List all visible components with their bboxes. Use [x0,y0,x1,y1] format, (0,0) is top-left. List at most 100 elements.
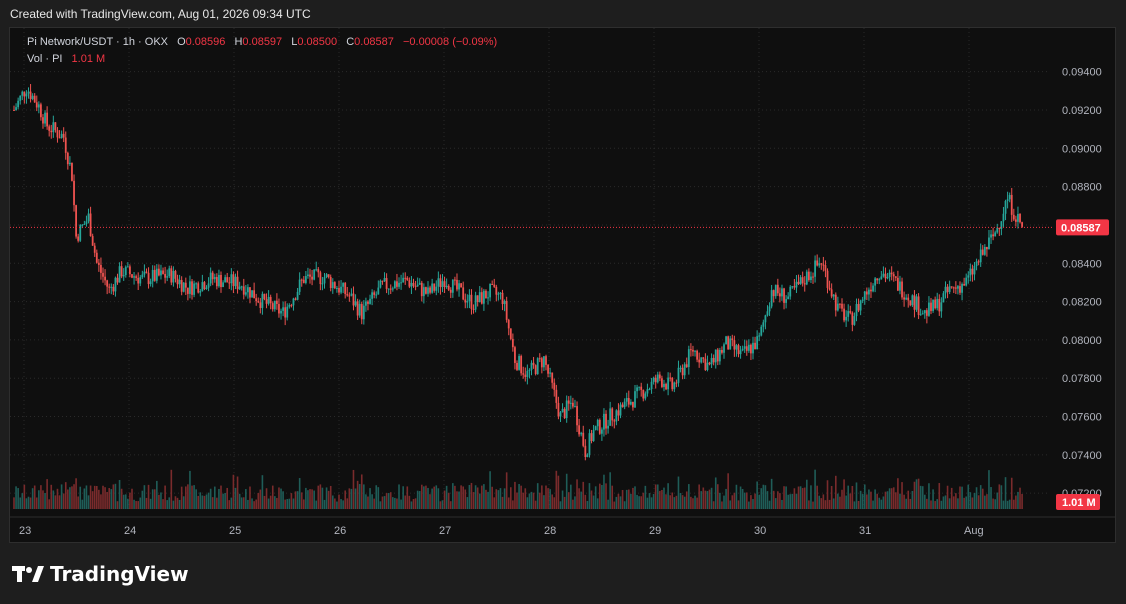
candle-body [880,276,883,280]
candle-body [503,300,506,305]
x-tick-label: 24 [124,525,136,537]
volume-bar [832,498,835,509]
volume-bar [493,497,496,509]
candle-body [702,357,705,359]
volume-bar [868,489,870,509]
candle-body [460,283,463,288]
volume-bar [528,493,531,509]
volume-bar [741,488,744,509]
x-tick-label: 23 [19,525,31,537]
candle-body [1006,199,1009,202]
candle-body [770,290,773,307]
volume-bar [452,483,454,509]
candle-body [189,281,191,294]
candle-body [899,281,901,291]
candle-body [377,287,380,295]
volume-bar [288,498,291,509]
volume-bar [698,484,700,509]
candle-body [211,272,214,280]
candle-body [992,234,995,237]
volume-bar [261,475,264,509]
candle-body [275,300,278,304]
candle-body [400,282,402,284]
candle-body [292,298,295,306]
candle-body [66,152,69,165]
candle-body [832,294,835,297]
candle-body [71,162,73,181]
volume-bar [727,473,729,509]
candle-body [333,282,336,289]
candle-body [1004,201,1007,214]
volume-bar [205,494,208,509]
candle-body [13,109,15,111]
volume-bar [1019,487,1021,509]
volume-bar [311,489,313,509]
volume-bar [218,488,220,509]
volume-bar [975,487,978,509]
volume-bar [841,489,843,509]
volume-bar [323,499,326,509]
candle-body [509,328,512,339]
volume-bar [497,490,500,509]
chart-panel[interactable]: 0.094000.092000.090000.088000.086000.084… [9,27,1116,543]
candle-body [990,234,992,238]
volume-bar [559,501,562,509]
candle-body [578,425,581,435]
volume-bar [683,496,686,509]
volume-bar [806,479,808,509]
candle-body [857,303,860,311]
candle-body [946,286,949,293]
candle-body [613,420,616,422]
candle-body [760,326,763,336]
candle-body [311,276,313,280]
candle-body [197,283,200,293]
volume-bar [1000,485,1003,509]
volume-bar [607,499,609,509]
candle-body [493,284,496,287]
candle-body [911,295,914,306]
candle-body [851,312,854,325]
volume-bar [485,489,487,509]
volume-bar [905,498,907,509]
volume-bar [623,501,626,509]
volume-bar [907,490,910,509]
tradingview-logo-icon [12,566,44,582]
candle-body [834,294,837,311]
volume-bar [91,491,94,509]
volume-bar [213,486,216,509]
candle-body [170,268,173,283]
volume-bar [973,492,976,509]
candle-body [952,287,955,289]
candle-body [685,364,688,368]
volume-bar [309,489,311,509]
candle-body [629,401,632,405]
candle-body [648,389,651,391]
volume-bar [785,486,787,509]
last-volume-tag [1056,494,1100,510]
volume-bar [340,499,342,509]
candle-body [758,335,761,337]
candle-body [95,252,98,263]
volume-bar [648,493,651,509]
volume-bar [582,481,585,509]
volume-bar [112,484,115,509]
candle-body [313,269,316,280]
candle-body [340,286,342,293]
candle-body [905,297,908,300]
volume-bar [977,495,980,509]
candle-body [507,319,510,329]
volume-bar [938,483,941,509]
candle-body [692,349,694,352]
candle-body [543,356,545,368]
candle-body [75,205,77,237]
volume-bar [574,496,576,509]
candle-body [48,126,51,131]
volume-bar [443,490,446,509]
volume-bar [232,474,235,509]
y-tick-label: 0.08000 [1062,335,1102,347]
volume-bar [122,494,125,509]
volume-bar [274,496,276,509]
candle-body [19,95,22,101]
candle-body [226,277,229,283]
candlestick-chart[interactable]: 0.094000.092000.090000.088000.086000.084… [10,28,1115,542]
